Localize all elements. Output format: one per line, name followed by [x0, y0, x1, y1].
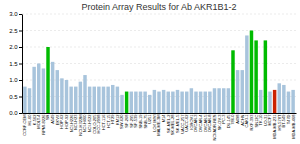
y-tick: 1.5: [9, 61, 22, 67]
y-tick: 3.0: [9, 11, 22, 17]
y-tick-mark: [19, 31, 22, 32]
bar: [208, 92, 211, 113]
bar: [139, 92, 142, 113]
x-axis-line: [23, 113, 297, 114]
bar: [162, 90, 165, 113]
y-tick-label: 2.0: [9, 44, 18, 50]
bar: [231, 50, 234, 113]
y-tick: 0.0: [9, 110, 22, 116]
y-tick-label: 0.0: [9, 110, 18, 116]
bar: [217, 88, 220, 113]
bar: [69, 87, 72, 113]
bar: [171, 92, 174, 113]
bar: [222, 88, 225, 113]
bar: [148, 95, 151, 113]
x-axis: CCRF-CEMHL-60K-562MOLT-4RPMI-8226SRA549E…: [22, 114, 296, 141]
bar: [264, 40, 267, 113]
grid-line: [22, 14, 296, 15]
grid-line: [22, 30, 296, 31]
bars: [23, 31, 295, 114]
bar: [254, 40, 257, 113]
bar: [65, 80, 68, 113]
bar: [190, 88, 193, 113]
bar: [111, 85, 114, 113]
bar: [153, 90, 156, 113]
y-tick-label: 1.5: [9, 61, 18, 67]
bar: [125, 92, 128, 113]
bar: [93, 87, 96, 113]
y-axis: 0.0 0.5 1.0 1.5 2.0 2.5 3.0: [9, 11, 22, 116]
bar: [60, 78, 63, 113]
bar: [236, 70, 239, 113]
bar: [102, 87, 105, 113]
bar: [157, 92, 160, 113]
bar: [134, 92, 137, 113]
bar: [97, 87, 100, 113]
bar: [74, 87, 77, 113]
y-tick-label: 3.0: [9, 11, 18, 17]
chart-svg: 0.0 0.5 1.0 1.5 2.0 2.5 3.0 CCRF-CEMHL-60K-562M…: [0, 0, 300, 144]
y-tick-label: 0.5: [9, 94, 18, 100]
y-tick-label: 1.0: [9, 77, 18, 83]
y-tick-mark: [19, 97, 22, 98]
bar: [273, 90, 276, 113]
bar: [37, 64, 40, 114]
bar: [116, 87, 119, 113]
y-tick-mark: [19, 47, 22, 48]
bar: [28, 88, 31, 113]
bar: [46, 47, 49, 113]
bar: [291, 90, 294, 113]
bar: [185, 92, 188, 113]
bar: [250, 31, 253, 114]
bar: [204, 92, 207, 113]
bar: [56, 70, 59, 113]
x-tick-label: MDA-MB-468: [291, 114, 296, 139]
bar: [278, 83, 281, 113]
bar: [176, 90, 179, 113]
y-tick-mark: [19, 80, 22, 81]
bar: [194, 92, 197, 113]
bar: [79, 82, 82, 113]
bar: [287, 92, 290, 113]
bar: [83, 75, 86, 113]
bar: [143, 92, 146, 113]
bar: [23, 87, 26, 113]
y-tick: 2.0: [9, 44, 22, 50]
y-tick-mark: [19, 64, 22, 65]
bar: [120, 95, 123, 113]
y-tick-label: 2.5: [9, 28, 18, 34]
y-tick-mark: [19, 113, 22, 114]
bar: [130, 92, 133, 113]
y-tick: 1.0: [9, 77, 22, 83]
bar: [227, 88, 230, 113]
bar: [106, 87, 109, 113]
x-tick: MDA-MB-468: [291, 114, 296, 139]
bar: [180, 92, 183, 113]
bar: [199, 92, 202, 113]
bar: [32, 67, 35, 113]
bar: [88, 87, 91, 113]
y-tick-mark: [19, 14, 22, 15]
bar: [167, 92, 170, 113]
bar: [259, 90, 262, 113]
bar: [241, 70, 244, 113]
bar: [245, 35, 248, 113]
bar: [268, 92, 271, 113]
chart-container: 0.0 0.5 1.0 1.5 2.0 2.5 3.0 CCRF-CEMHL-60K-562M…: [0, 0, 300, 144]
bar: [213, 88, 216, 113]
y-tick: 0.5: [9, 94, 22, 100]
grid: [22, 14, 296, 113]
y-tick: 2.5: [9, 28, 22, 34]
bar: [42, 68, 45, 113]
title: Protein Array Results for Ab AKR1B1-2: [81, 2, 236, 12]
y-axis-line: [22, 15, 23, 114]
bar: [51, 62, 54, 113]
bar: [282, 85, 285, 113]
